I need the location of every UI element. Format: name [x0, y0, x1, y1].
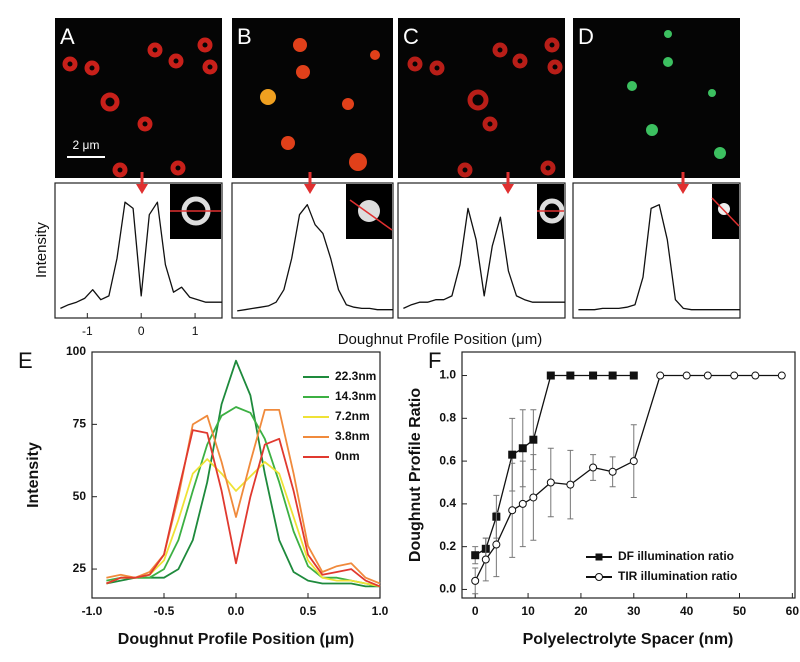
- y-axis-label: Intensity: [25, 442, 42, 508]
- marker: [589, 371, 598, 380]
- x-tick-label: 1: [192, 324, 199, 338]
- y-tick-label: 0.2: [439, 539, 456, 553]
- marker: [751, 371, 760, 380]
- x-tick-label: 30: [627, 604, 641, 618]
- panel-letter: D: [578, 24, 594, 49]
- data-line: [106, 406, 381, 588]
- data-line: [403, 207, 565, 309]
- marker: [608, 371, 617, 380]
- y-tick-label: 1.0: [439, 368, 456, 382]
- y-tick-label: 25: [73, 561, 87, 575]
- x-tick-label: -0.5: [154, 604, 175, 618]
- marker: [518, 499, 527, 508]
- marker: [508, 450, 517, 459]
- marker: [730, 371, 739, 380]
- marker: [529, 493, 538, 502]
- data-line: [106, 359, 380, 588]
- x-tick-label: 0: [472, 604, 479, 618]
- legend-label: 22.3nm: [335, 369, 376, 383]
- x-tick-label: 20: [574, 604, 588, 618]
- legend-label: 7.2nm: [335, 409, 370, 423]
- x-tick-label: 40: [680, 604, 694, 618]
- marker: [608, 467, 617, 476]
- image-c: [398, 18, 565, 178]
- marker: [629, 457, 638, 466]
- panel-letter: A: [60, 24, 75, 49]
- x-tick-label: -1: [82, 324, 93, 338]
- panel-letter: B: [237, 24, 252, 49]
- panel-letter: C: [403, 24, 419, 49]
- x-tick-label: -1.0: [82, 604, 103, 618]
- marker: [529, 435, 538, 444]
- legend-label: 0nm: [335, 449, 360, 463]
- profile-decor: [54, 172, 741, 319]
- panel-letter: F: [428, 348, 441, 373]
- x-tick-label: 60: [786, 604, 800, 618]
- y-axis-label: Intensity: [33, 222, 50, 278]
- y-tick-label: 0.4: [439, 496, 456, 510]
- marker: [518, 444, 527, 453]
- data-line: [60, 201, 222, 309]
- data-line: [474, 374, 634, 556]
- legend-label: DF illumination ratio: [618, 549, 734, 563]
- x-axis-label: Polyelectrolyte Spacer (nm): [523, 631, 734, 648]
- marker: [471, 576, 480, 585]
- x-axis-label: Doughnut Profile Position (μm): [338, 331, 543, 348]
- x-axis-label: Doughnut Profile Position (μm): [118, 631, 354, 648]
- x-tick-label: 1.0: [372, 604, 389, 618]
- panel-letter: E: [18, 348, 33, 373]
- marker: [471, 551, 480, 560]
- x-tick-label: 10: [521, 604, 535, 618]
- data-line: [106, 458, 381, 588]
- marker: [481, 555, 490, 564]
- data-line: [106, 409, 381, 585]
- marker: [703, 371, 712, 380]
- marker: [566, 480, 575, 489]
- marker: [508, 506, 517, 515]
- y-axis-label: Doughnut Profile Ratio: [407, 388, 424, 562]
- y-tick-label: 0.8: [439, 410, 456, 424]
- marker: [777, 371, 786, 380]
- marker: [566, 371, 575, 380]
- y-tick-label: 100: [66, 344, 86, 358]
- marker: [546, 478, 555, 487]
- x-tick-label: 50: [733, 604, 747, 618]
- data-line: [106, 429, 381, 588]
- image-b: [232, 18, 393, 178]
- data-line: [578, 204, 740, 311]
- image-d: [573, 18, 740, 178]
- legend-marker: [595, 573, 603, 581]
- marker: [682, 371, 691, 380]
- data-line: [237, 204, 393, 312]
- y-tick-label: 50: [73, 489, 87, 503]
- legend-label: 14.3nm: [335, 389, 376, 403]
- y-tick-label: 75: [73, 417, 87, 431]
- scale-bar-label: 2 μm: [73, 138, 100, 152]
- plot-frame: [461, 351, 796, 599]
- marker: [656, 371, 665, 380]
- legend-label: 3.8nm: [335, 429, 370, 443]
- x-tick-label: 0: [138, 324, 145, 338]
- marker: [589, 463, 598, 472]
- marker: [546, 371, 555, 380]
- x-tick-label: 0.5: [300, 604, 317, 618]
- y-tick-label: 0.6: [439, 453, 456, 467]
- x-tick-label: 0.0: [228, 604, 245, 618]
- legend-marker: [595, 553, 603, 561]
- image-a: [55, 18, 222, 178]
- marker: [492, 540, 501, 549]
- marker: [629, 371, 638, 380]
- y-tick-label: 0.0: [439, 582, 456, 596]
- legend-label: TIR illumination ratio: [618, 569, 737, 583]
